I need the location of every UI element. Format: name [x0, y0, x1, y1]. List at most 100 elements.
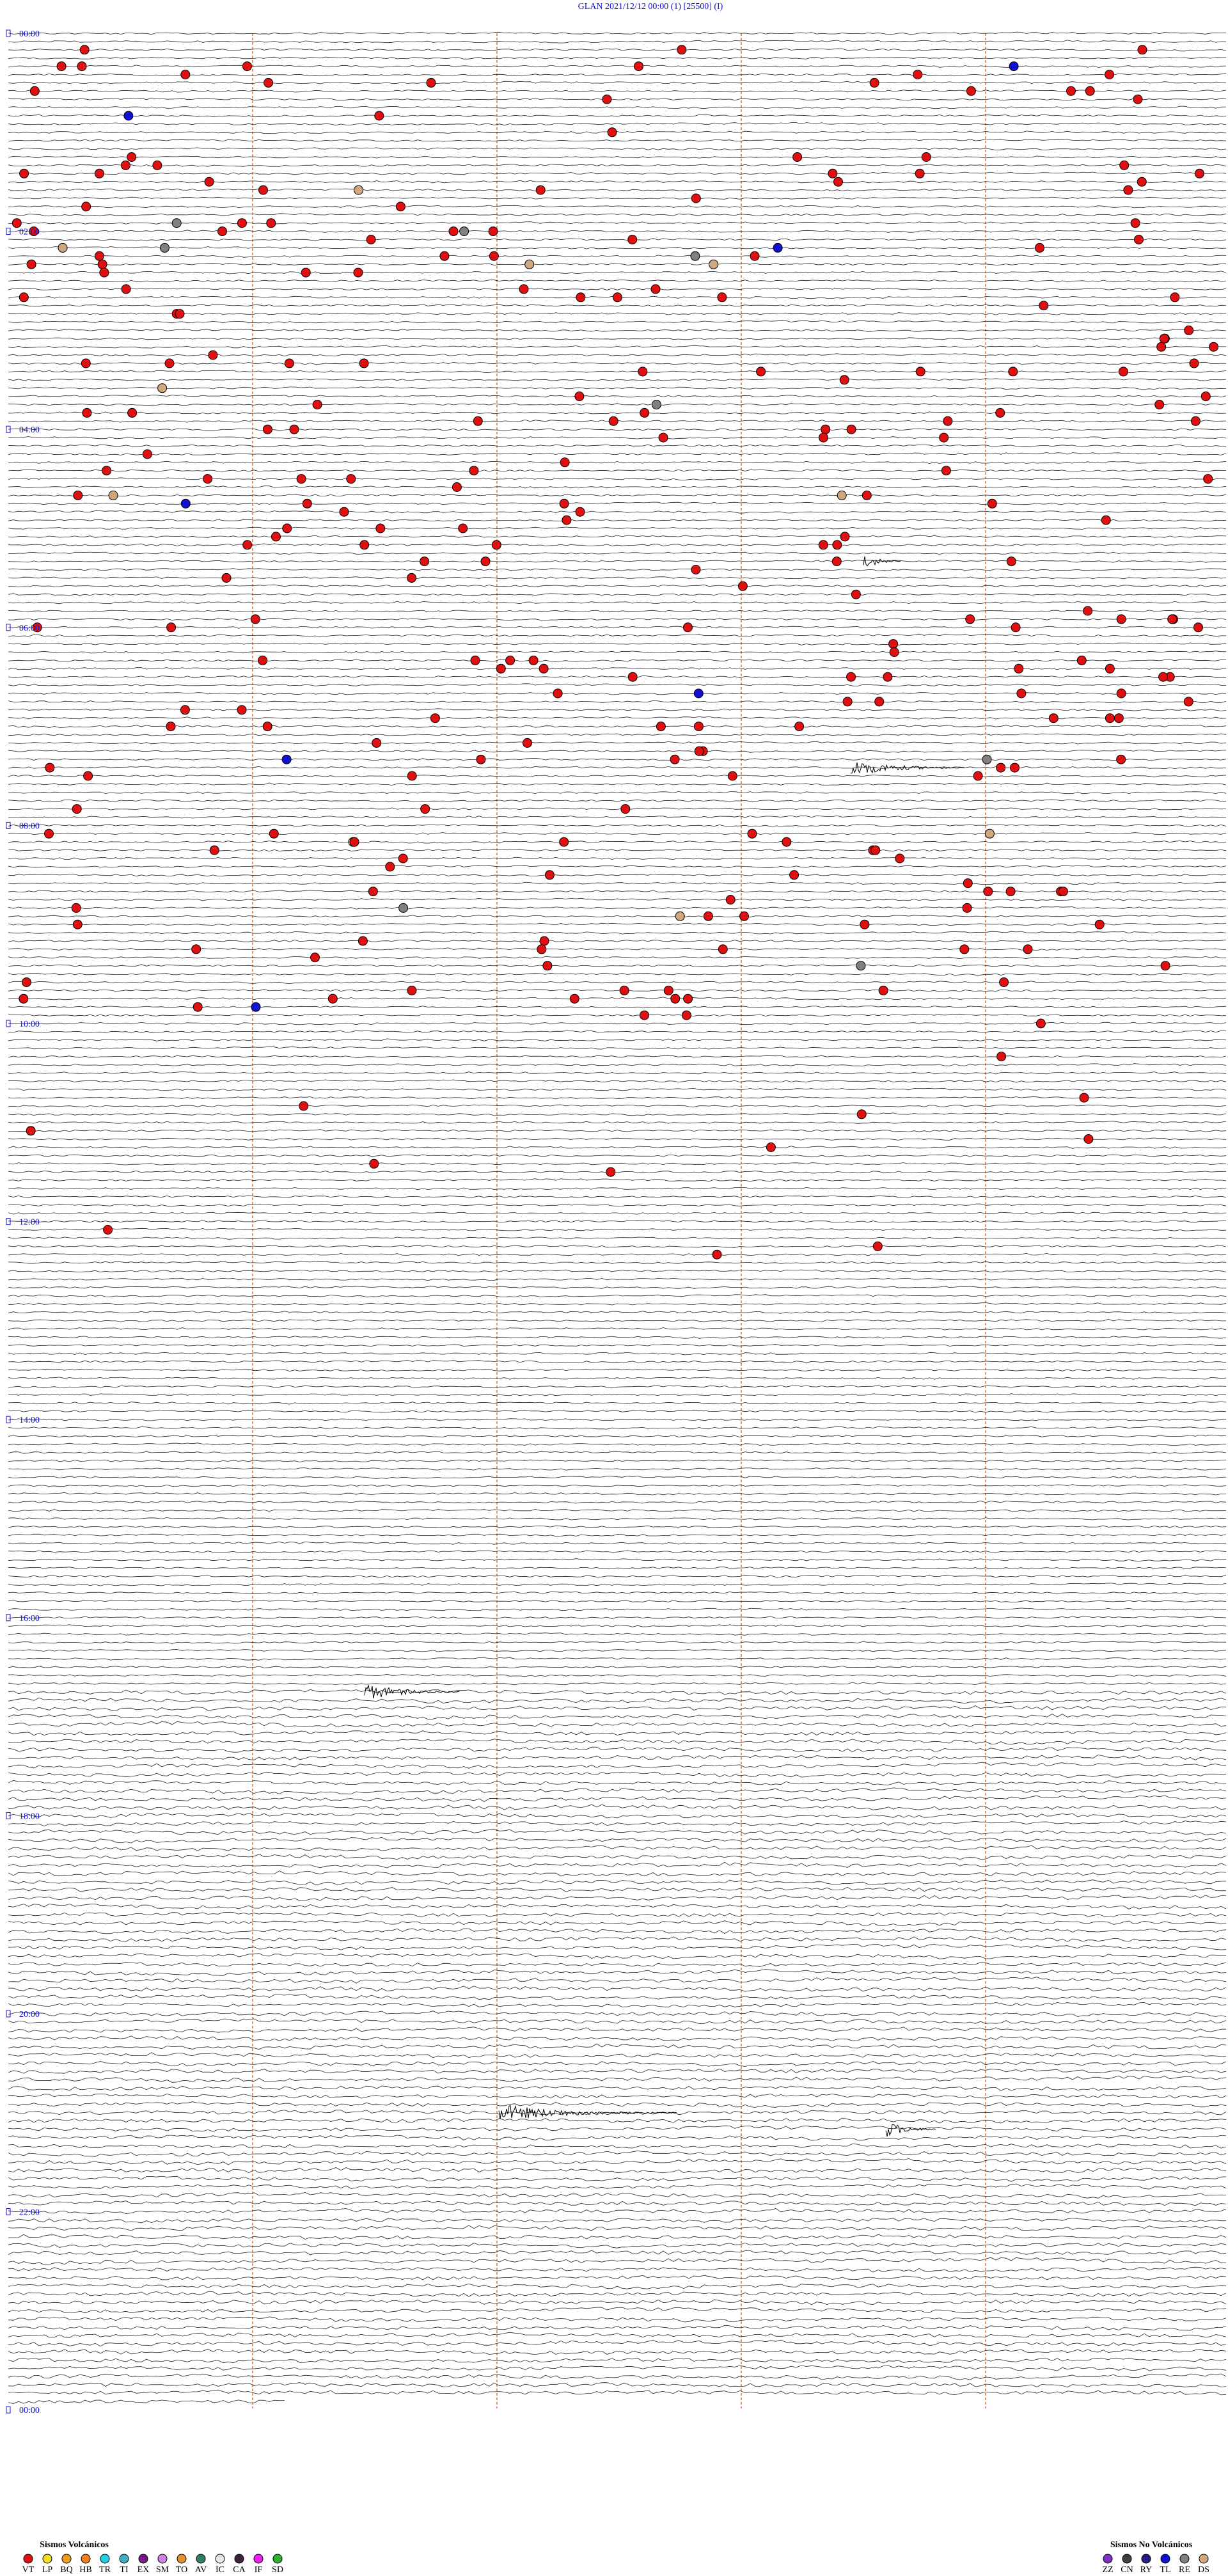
- event: [359, 540, 370, 550]
- trace: [8, 1047, 1227, 1050]
- trace: [8, 428, 1227, 431]
- event: [1194, 168, 1204, 178]
- event: [398, 903, 409, 913]
- trace: [8, 1657, 1227, 1661]
- trace: [8, 2275, 1227, 2280]
- trace: [8, 1377, 1227, 1380]
- trace: [8, 1311, 1227, 1314]
- event: [398, 853, 408, 864]
- trace: [8, 337, 1227, 340]
- event: [491, 540, 501, 550]
- trace: [8, 2234, 1227, 2240]
- trace: [8, 683, 1227, 686]
- trace: [8, 402, 1227, 406]
- trace: [8, 1492, 1227, 1496]
- event: [72, 919, 83, 929]
- event: [1116, 688, 1126, 699]
- trace: [8, 1795, 1227, 1802]
- event: [915, 168, 925, 178]
- event: [995, 407, 1005, 418]
- trace: [8, 2208, 1227, 2215]
- event: [152, 160, 162, 170]
- event: [709, 259, 719, 269]
- trace: [8, 2176, 1227, 2182]
- trace: [8, 262, 1227, 266]
- trace: [8, 1641, 1227, 1644]
- trace: [8, 642, 1227, 645]
- trace: [8, 2399, 285, 2404]
- event: [683, 993, 693, 1004]
- legend-title: Sismos No Volcánicos: [1110, 2540, 1193, 2550]
- trace: [8, 2348, 1227, 2355]
- trace: [8, 2143, 1227, 2149]
- trace: [8, 956, 1227, 960]
- event: [638, 367, 648, 377]
- trace: [8, 906, 1227, 910]
- trace: [8, 1804, 1227, 1810]
- trace: [8, 2299, 1227, 2305]
- event: [123, 111, 134, 121]
- trace: [8, 1170, 1227, 1174]
- event: [1085, 86, 1095, 96]
- trace: [8, 1829, 1227, 1836]
- legend-code: AV: [195, 2565, 207, 2575]
- event: [528, 655, 539, 665]
- trace: [8, 2382, 1227, 2388]
- time-label: 00:00: [19, 29, 40, 39]
- event: [640, 1010, 649, 1020]
- trace: [8, 1697, 1227, 1704]
- legend-title: Sismos Volcánicos: [40, 2540, 109, 2550]
- trace: [8, 519, 1227, 522]
- trace: [8, 1385, 1227, 1388]
- trace: [8, 1071, 1227, 1075]
- trace: [8, 2283, 1227, 2289]
- event: [862, 490, 872, 500]
- trace: [8, 370, 1227, 374]
- trace: [8, 1525, 1227, 1528]
- event: [488, 226, 498, 237]
- trace: [8, 1137, 1227, 1141]
- trace: [8, 881, 1227, 885]
- event: [82, 407, 92, 418]
- event: [1094, 919, 1105, 929]
- event: [553, 688, 563, 699]
- event: [203, 474, 213, 484]
- trace: [8, 1550, 1227, 1553]
- event: [19, 168, 29, 178]
- time-marker: [6, 29, 11, 37]
- trace: [8, 1624, 1227, 1627]
- trace: [8, 964, 1227, 967]
- event: [542, 961, 553, 971]
- event: [878, 985, 888, 995]
- event: [872, 1241, 883, 1251]
- trace: [8, 2242, 1227, 2248]
- time-marker: [6, 1020, 11, 1027]
- trace: [8, 1986, 1227, 1992]
- event: [889, 647, 899, 657]
- event: [831, 557, 842, 567]
- trace: [8, 2307, 1227, 2314]
- event: [346, 474, 356, 484]
- trace: [8, 461, 1227, 464]
- event: [1203, 474, 1213, 484]
- trace: [8, 271, 1227, 274]
- event: [354, 185, 364, 195]
- trace: [8, 1294, 1227, 1298]
- trace: [8, 1063, 1227, 1066]
- event: [539, 936, 549, 946]
- event: [470, 655, 480, 665]
- event: [166, 622, 177, 633]
- trace: [8, 1220, 1227, 1223]
- event: [302, 498, 312, 509]
- hour-dividers: [252, 33, 986, 2408]
- event: [301, 267, 311, 278]
- event: [26, 1126, 36, 1136]
- event: [1123, 185, 1133, 195]
- event: [682, 622, 693, 633]
- legend-dot: [196, 2554, 206, 2564]
- event: [1016, 688, 1027, 699]
- trace: [8, 1038, 1227, 1041]
- trace: [8, 1013, 1227, 1016]
- event: [559, 837, 569, 847]
